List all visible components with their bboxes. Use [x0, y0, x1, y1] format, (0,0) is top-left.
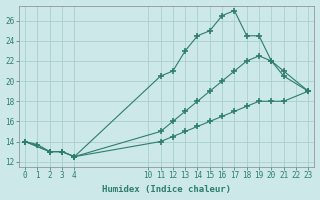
X-axis label: Humidex (Indice chaleur): Humidex (Indice chaleur): [102, 185, 231, 194]
